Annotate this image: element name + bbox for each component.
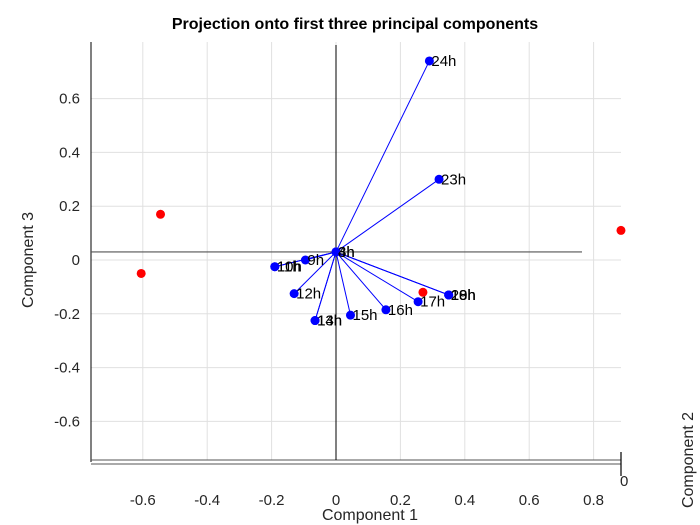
loading-point <box>331 247 341 257</box>
loading-point <box>300 255 310 265</box>
loading-point <box>310 316 320 326</box>
grid <box>91 42 621 460</box>
loading-vector <box>335 251 449 296</box>
y-tick-label: 0.4 <box>59 144 80 161</box>
x-tick-labels: -0.6 -0.4 -0.2 0 0.2 0.4 0.6 0.8 <box>130 492 604 509</box>
loading-label: 3h <box>338 244 355 261</box>
loading-label: 23h <box>441 171 466 188</box>
y-tick-label: -0.4 <box>54 360 80 377</box>
z-axis-title: Component 2 <box>680 412 697 508</box>
loading-vector <box>293 251 337 294</box>
loading-label: 18h <box>451 287 476 304</box>
loading-point <box>413 297 423 307</box>
x-tick-label: -0.6 <box>130 492 156 509</box>
loading-label: 9h <box>307 252 324 269</box>
loading-vector <box>335 60 430 253</box>
y-tick-labels: 0.6 0.4 0.2 0 -0.2 -0.4 -0.6 <box>54 91 80 431</box>
loading-point <box>289 289 299 299</box>
loading-vector <box>335 178 440 253</box>
loading-point <box>270 262 280 272</box>
x-tick-label: 0.2 <box>390 492 411 509</box>
x-tick-label: 0.4 <box>454 492 475 509</box>
x-tick-label: 0 <box>332 492 340 509</box>
loading-vector <box>335 251 387 311</box>
y-tick-label: 0.6 <box>59 91 80 108</box>
loading-vector <box>335 251 419 303</box>
y-tick-label: -0.2 <box>54 306 80 323</box>
loading-label: 16h <box>388 302 413 319</box>
loading-label: 20h <box>451 287 476 304</box>
loading-label: 14h <box>317 313 342 330</box>
loading-point <box>381 305 391 315</box>
loading-point <box>424 56 434 66</box>
chart-title: Projection onto first three principal co… <box>172 16 538 33</box>
score-point <box>136 268 146 278</box>
x-tick-label: -0.2 <box>259 492 285 509</box>
loading-label: 19h <box>451 287 476 304</box>
x-tick-label: -0.4 <box>194 492 220 509</box>
loading-point <box>434 174 444 184</box>
loading-label: 10h <box>277 259 302 276</box>
y-axis-title: Component 3 <box>20 212 37 308</box>
loading-vector <box>335 251 351 316</box>
loading-label: 12h <box>296 286 321 303</box>
loading-vectors <box>274 60 449 321</box>
x-tick-label: 0.8 <box>583 492 604 509</box>
score-point <box>418 287 428 297</box>
x-tick-label: 0.6 <box>519 492 540 509</box>
y-tick-label: 0.2 <box>59 198 80 215</box>
loading-label: 11h <box>277 259 301 276</box>
loading-label: 17h <box>420 294 445 311</box>
loading-label: 13h <box>317 313 342 330</box>
y-tick-label: 0 <box>72 252 80 269</box>
loading-label: 24h <box>431 53 456 70</box>
loading-label: 4h <box>338 244 355 261</box>
z-tick-label: 0 <box>620 473 628 490</box>
loading-vector <box>314 251 337 321</box>
loading-points <box>270 56 454 326</box>
loading-point <box>444 290 454 300</box>
x-axis-title: Component 1 <box>322 507 418 524</box>
loading-label: 15h <box>352 307 377 324</box>
loading-point <box>345 310 355 320</box>
score-point <box>616 225 626 235</box>
score-point <box>156 209 166 219</box>
axes-frame <box>90 42 622 476</box>
y-tick-label: -0.6 <box>54 413 80 430</box>
score-points <box>136 209 626 297</box>
